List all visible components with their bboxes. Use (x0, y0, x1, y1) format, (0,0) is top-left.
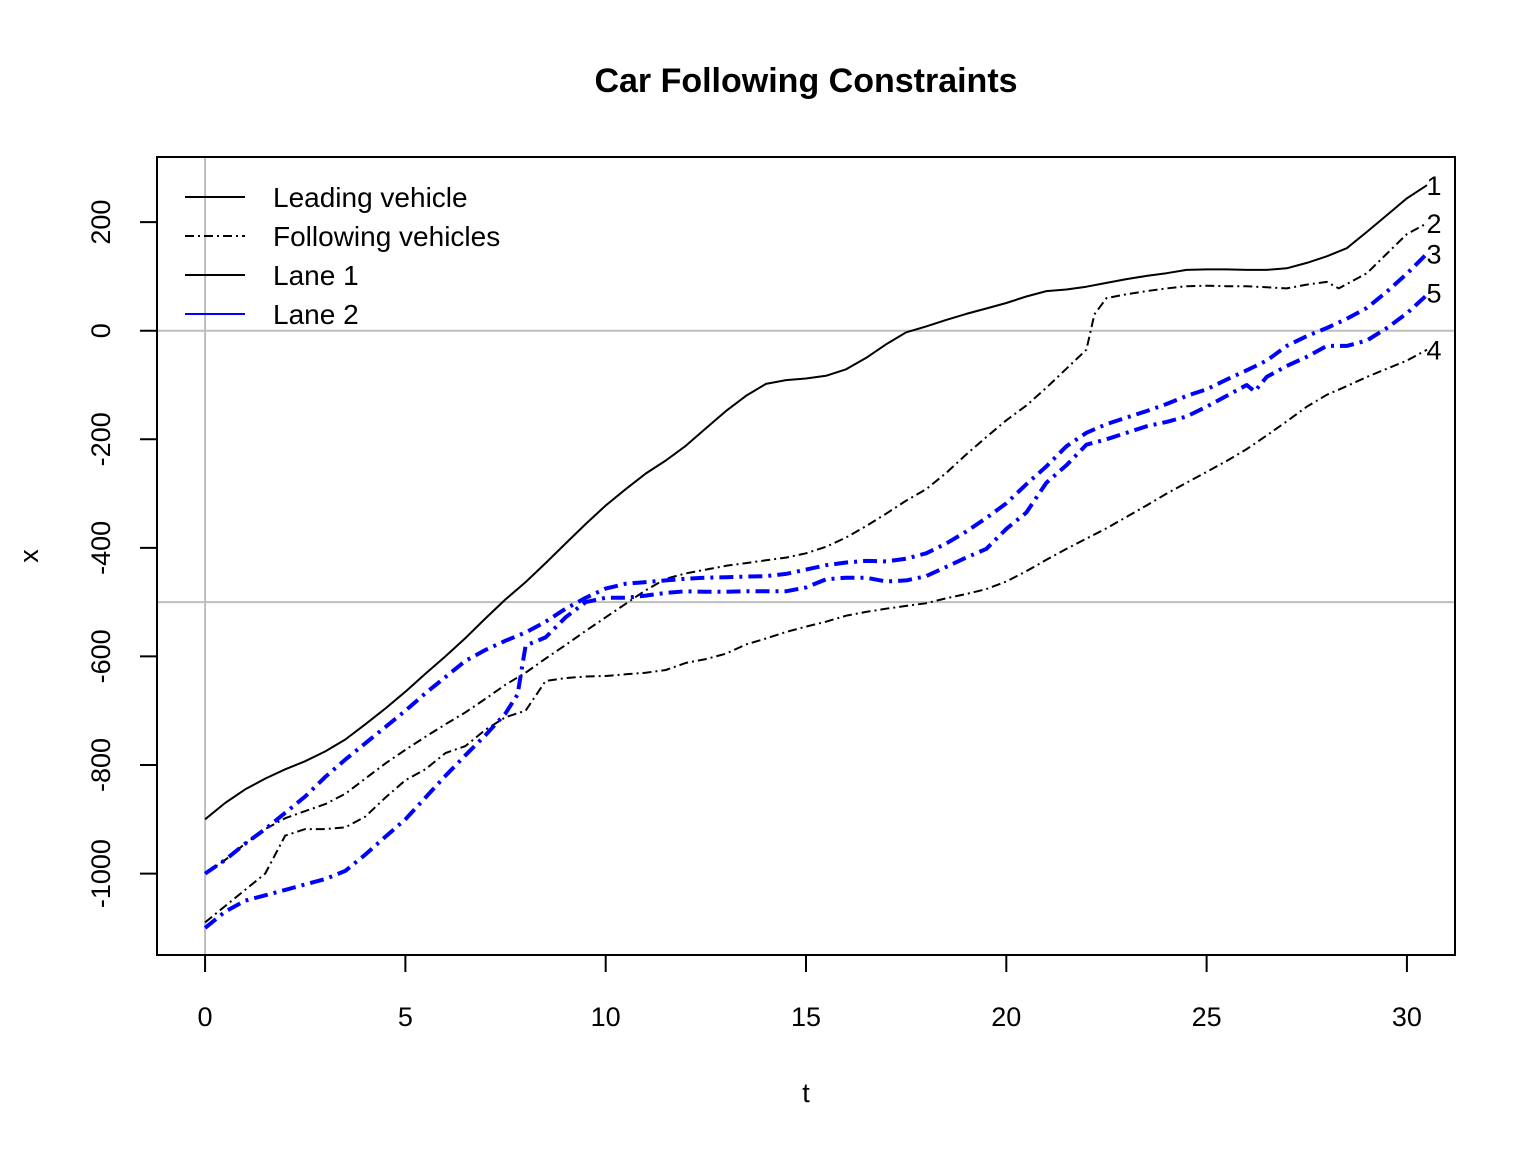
y-tick-label: 0 (86, 323, 116, 338)
legend: Leading vehicle Following vehicles Lane 1 L… (185, 182, 500, 330)
y-tick-label: -800 (86, 738, 116, 792)
legend-label: Lane 1 (273, 260, 359, 291)
series-end-label: 4 (1426, 336, 1441, 366)
legend-label: Leading vehicle (273, 182, 468, 213)
legend-label: Following vehicles (273, 221, 500, 252)
legend-label: Lane 2 (273, 299, 359, 330)
y-tick-label: -400 (86, 521, 116, 575)
x-tick-label: 20 (991, 1002, 1021, 1032)
series-end-label: 3 (1426, 240, 1441, 270)
series-group (203, 184, 1429, 930)
x-tick-label: 5 (398, 1002, 413, 1032)
series-line-1 (204, 184, 1428, 821)
y-axis-title: x (14, 549, 44, 563)
x-axis-title: t (802, 1078, 810, 1108)
series-line-2 (204, 222, 1428, 875)
y-tick-label: -600 (86, 629, 116, 683)
x-tick-label: 30 (1392, 1002, 1422, 1032)
y-tick-label: 200 (86, 200, 116, 245)
series-end-label: 2 (1426, 209, 1441, 239)
series-end-label: 5 (1426, 279, 1441, 309)
y-tick-label: -1000 (86, 839, 116, 908)
series-end-labels: 1 23 5 4 (1426, 171, 1441, 365)
x-tick-label: 25 (1192, 1002, 1222, 1032)
y-tick-label: -200 (86, 412, 116, 466)
series-end-label: 1 (1426, 171, 1441, 201)
chart-title: Car Following Constraints (594, 62, 1017, 100)
x-tick-label: 10 (591, 1002, 621, 1032)
series-line-3 (203, 252, 1429, 876)
x-tick-label: 15 (791, 1002, 821, 1032)
plot-area: 0 5 10 15 20 25 30-1000-800-600-400-2000200Lea… (86, 156, 1456, 1032)
x-tick-label: 0 (198, 1002, 213, 1032)
series-line-5 (203, 293, 1429, 930)
